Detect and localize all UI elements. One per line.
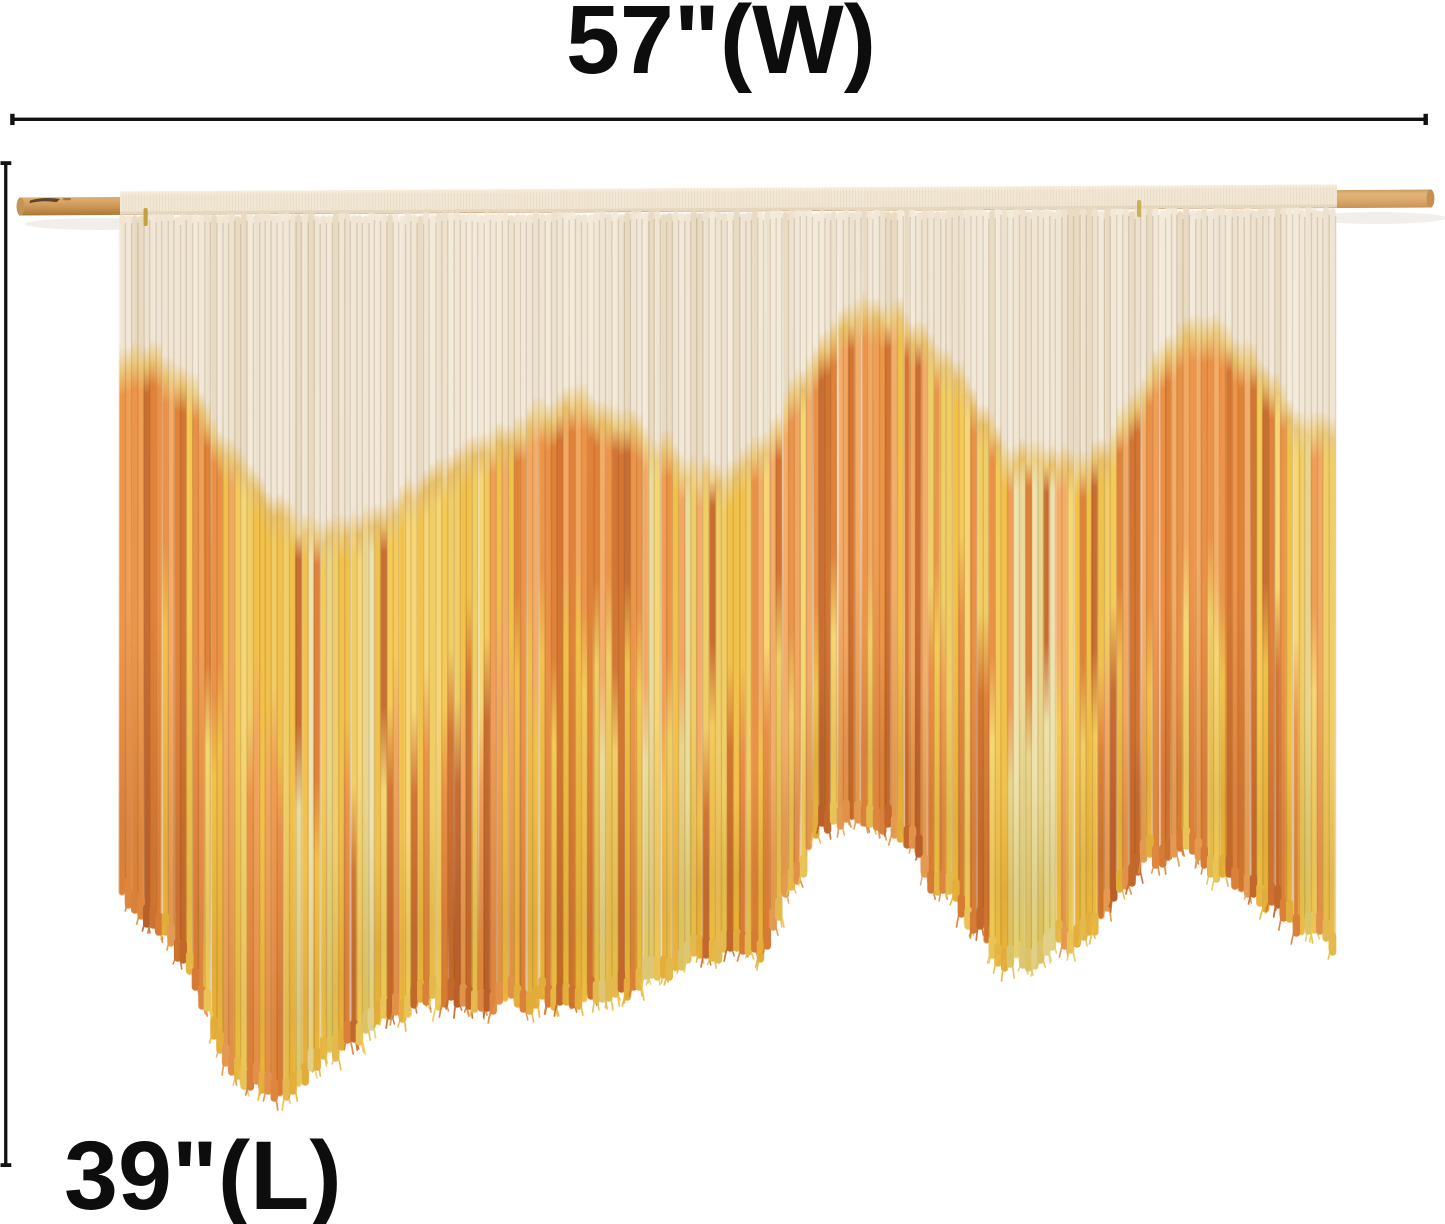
svg-text:39"(L): 39"(L) <box>64 1121 342 1224</box>
svg-text:57"(W): 57"(W) <box>566 0 876 94</box>
